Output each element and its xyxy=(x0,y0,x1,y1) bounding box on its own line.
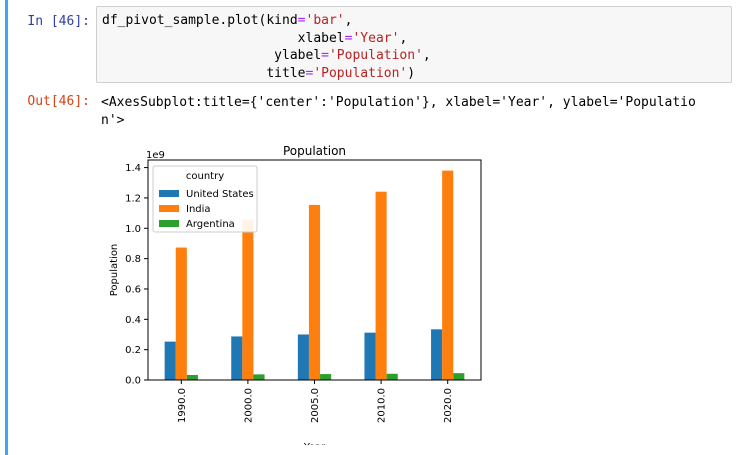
y-tick-label: 1.2 xyxy=(125,193,141,204)
bar xyxy=(453,373,465,380)
chart-svg: Population 1e9 0.0 0.2 0.4 0.6 0.8 1.0 1.2 1.4 199… xyxy=(109,144,482,453)
legend-label: India xyxy=(186,204,211,215)
y-tick-label: 0.0 xyxy=(125,376,141,387)
bar xyxy=(364,332,376,380)
bar xyxy=(386,373,398,380)
x-axis-label: Year xyxy=(303,442,326,445)
y-offset-label: 1e9 xyxy=(146,150,165,161)
bar xyxy=(431,329,443,380)
legend-swatch xyxy=(159,190,179,197)
plot-frame xyxy=(147,159,482,381)
output-line-2: n'> xyxy=(101,112,125,128)
code-input-area[interactable]: df_pivot_sample.plot(kind='bar', xlabel=… xyxy=(96,6,732,83)
y-tick-label: 0.6 xyxy=(125,284,141,295)
cell-selection-bar xyxy=(5,0,8,455)
legend-title: country xyxy=(186,171,224,182)
bar xyxy=(186,374,198,380)
input-prompt: In [46]: xyxy=(27,14,90,29)
bar xyxy=(175,247,187,380)
bar xyxy=(242,219,254,380)
y-axis-label: Population xyxy=(109,244,120,297)
x-tick-label: 2000.0 xyxy=(243,388,254,423)
legend-swatch xyxy=(159,220,179,227)
code-line: xlabel='Year', xyxy=(102,30,408,46)
bar xyxy=(375,191,387,380)
y-tick-label: 0.8 xyxy=(125,254,141,265)
code-line: ylabel='Population', xyxy=(102,48,431,63)
output-text: <AxesSubplot:title={'center':'Population… xyxy=(101,94,696,129)
output-prompt: Out[46]: xyxy=(27,94,90,109)
bar xyxy=(231,336,243,380)
bar xyxy=(164,341,176,380)
code-text: df_pivot_sample.plot(kind='bar', xlabel=… xyxy=(102,12,431,82)
legend-label: United States xyxy=(186,189,254,200)
code-line: title='Population') xyxy=(102,65,416,81)
code-line: df_pivot_sample.plot(kind='bar', xyxy=(102,13,353,28)
bar xyxy=(253,374,265,380)
y-tick-label: 0.4 xyxy=(125,315,141,326)
x-tick-label: 2020.0 xyxy=(443,388,454,423)
bar xyxy=(442,170,454,380)
y-tick-label: 1.0 xyxy=(125,224,141,235)
bar xyxy=(308,204,321,380)
bar xyxy=(297,334,309,380)
bar-chart: Population 1e9 0.0 0.2 0.4 0.6 0.8 1.0 1.2 1.4 199… xyxy=(100,140,500,453)
y-tick-label: 0.2 xyxy=(125,345,141,356)
x-tick-label: 1990.0 xyxy=(177,388,188,423)
legend-swatch xyxy=(159,205,179,212)
legend-label: Argentina xyxy=(186,219,235,230)
bar xyxy=(320,374,332,380)
chart-title: Population xyxy=(283,144,346,158)
x-tick-label: 2005.0 xyxy=(310,388,321,423)
legend-box xyxy=(152,165,258,233)
y-tick-label: 1.4 xyxy=(125,163,141,174)
x-tick-label: 2010.0 xyxy=(377,388,388,423)
output-line-1: <AxesSubplot:title={'center':'Population… xyxy=(101,95,696,110)
